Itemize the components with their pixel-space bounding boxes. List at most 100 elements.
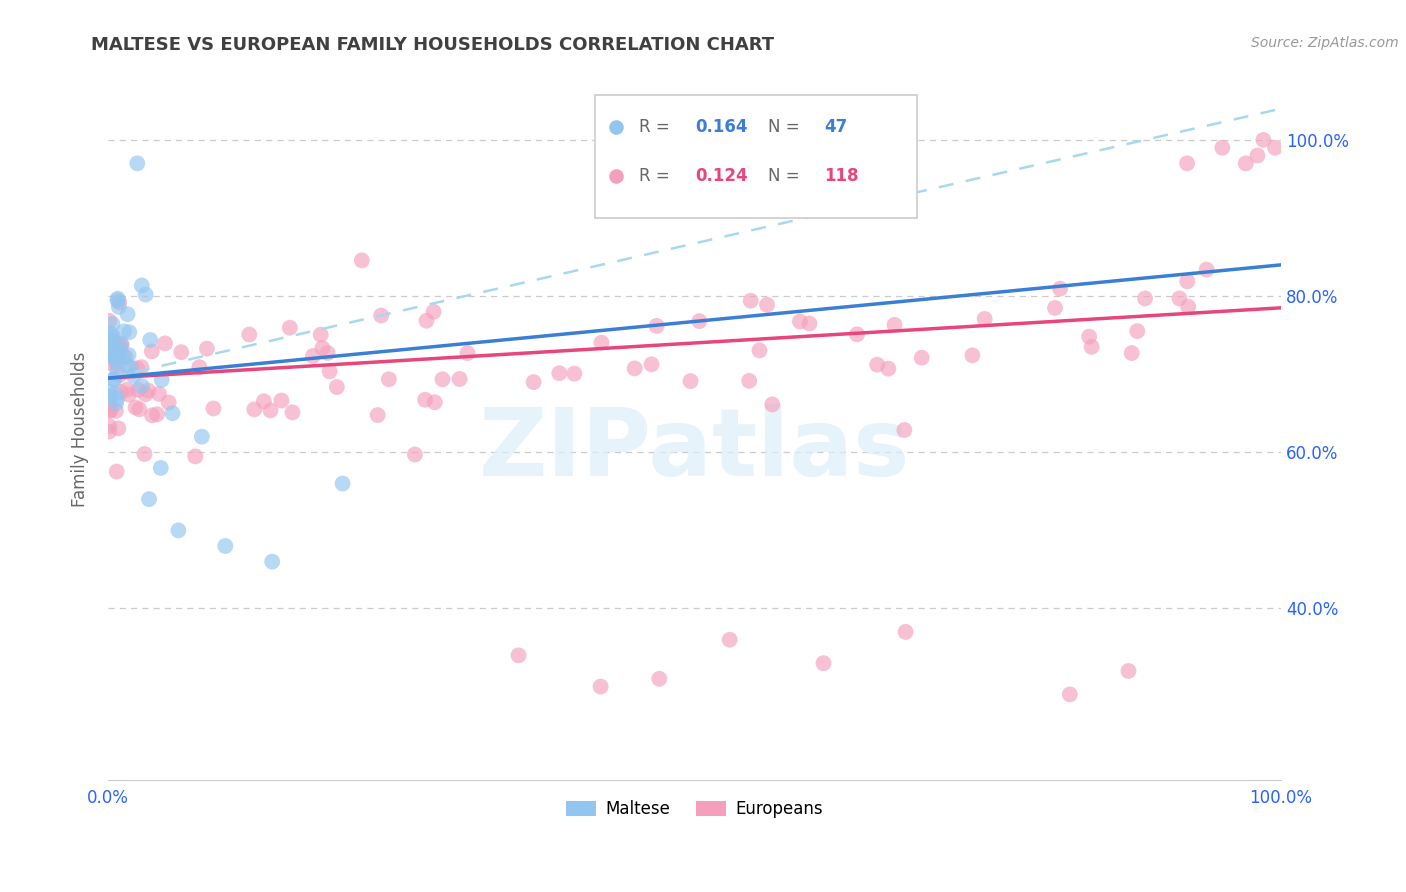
Point	[124, 401, 146, 415]
Point	[866, 358, 889, 372]
Point	[104, 404, 127, 418]
Point	[648, 672, 671, 686]
Point	[508, 648, 530, 663]
Point	[105, 392, 128, 406]
Point	[105, 396, 128, 410]
Text: MALTESE VS EUROPEAN FAMILY HOUSEHOLDS CORRELATION CHART: MALTESE VS EUROPEAN FAMILY HOUSEHOLDS CO…	[91, 36, 775, 54]
Point	[107, 292, 129, 306]
Point	[1175, 274, 1198, 288]
Point	[1080, 340, 1102, 354]
Text: R =: R =	[640, 118, 675, 136]
Point	[98, 384, 121, 399]
Point	[1246, 148, 1268, 162]
FancyBboxPatch shape	[595, 95, 917, 218]
Point	[115, 383, 138, 397]
Point	[108, 368, 131, 382]
Point	[170, 345, 193, 359]
Point	[1177, 300, 1199, 314]
Point	[139, 333, 162, 347]
Point	[813, 656, 835, 670]
Point	[589, 680, 612, 694]
Point	[127, 361, 149, 376]
Point	[893, 423, 915, 437]
Point	[422, 305, 444, 319]
Point	[98, 336, 121, 351]
Point	[128, 402, 150, 417]
Point	[1118, 664, 1140, 678]
Point	[623, 361, 645, 376]
Point	[131, 278, 153, 293]
Point	[117, 348, 139, 362]
Point	[883, 318, 905, 332]
Point	[318, 364, 340, 378]
Point	[1078, 329, 1101, 343]
Point	[253, 394, 276, 409]
Point	[640, 357, 662, 371]
Point	[738, 374, 761, 388]
Text: 0.124: 0.124	[696, 167, 748, 185]
Point	[259, 403, 281, 417]
Point	[148, 387, 170, 401]
Point	[108, 295, 131, 310]
Point	[799, 317, 821, 331]
Point	[103, 351, 125, 365]
Point	[111, 337, 134, 351]
Point	[973, 312, 995, 326]
Point	[761, 397, 783, 411]
Point	[112, 324, 135, 338]
Point	[1168, 292, 1191, 306]
Text: Source: ZipAtlas.com: Source: ZipAtlas.com	[1251, 36, 1399, 50]
Point	[679, 374, 702, 388]
Point	[311, 341, 333, 355]
Point	[756, 298, 779, 312]
Point	[136, 384, 159, 398]
Point	[131, 360, 153, 375]
Point	[591, 335, 613, 350]
Point	[423, 395, 446, 409]
Point	[262, 555, 284, 569]
Point	[110, 339, 132, 353]
Point	[127, 156, 149, 170]
Point	[105, 465, 128, 479]
Point	[1264, 141, 1286, 155]
Point	[184, 450, 207, 464]
Point	[1133, 292, 1156, 306]
Point	[107, 344, 129, 359]
Text: N =: N =	[768, 118, 806, 136]
Point	[104, 386, 127, 401]
Point	[1175, 156, 1198, 170]
Point	[911, 351, 934, 365]
Point	[146, 407, 169, 421]
Point	[98, 419, 121, 434]
Point	[100, 333, 122, 347]
Point	[243, 402, 266, 417]
Point	[1126, 324, 1149, 338]
Point	[281, 405, 304, 419]
Point	[370, 309, 392, 323]
Point	[98, 334, 121, 348]
Point	[367, 408, 389, 422]
Point	[98, 349, 121, 363]
Point	[789, 314, 811, 328]
Point	[153, 336, 176, 351]
Point	[332, 476, 354, 491]
Point	[270, 393, 292, 408]
Y-axis label: Family Households: Family Households	[72, 351, 89, 507]
Point	[1195, 262, 1218, 277]
Text: N =: N =	[768, 167, 806, 185]
Point	[108, 348, 131, 362]
Point	[748, 343, 770, 358]
Point	[316, 346, 339, 360]
Point	[138, 492, 160, 507]
Point	[103, 372, 125, 386]
Point	[195, 342, 218, 356]
Point	[134, 447, 156, 461]
Point	[104, 334, 127, 349]
Text: 118: 118	[825, 167, 859, 185]
Point	[214, 539, 236, 553]
Point	[98, 404, 121, 418]
Point	[238, 327, 260, 342]
Point	[432, 372, 454, 386]
Point	[962, 348, 984, 362]
Point	[149, 461, 172, 475]
